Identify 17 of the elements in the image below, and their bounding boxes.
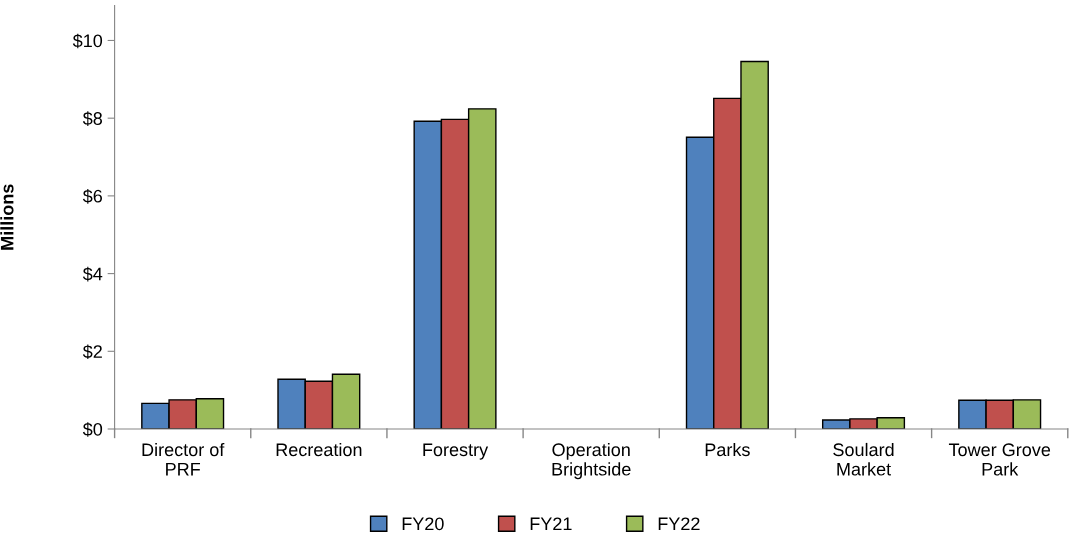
legend-label: FY21 <box>530 517 572 530</box>
x-tick-label: Soulard Market <box>833 442 894 476</box>
y-tick-label: $8 <box>82 111 103 126</box>
x-tick-label: Forestry <box>423 443 489 460</box>
x-tick-label: Tower Grove Park <box>948 443 1051 476</box>
x-tick-label: Recreation <box>276 442 362 457</box>
y-tick-label: $4 <box>82 266 103 282</box>
y-tick-label: $2 <box>82 344 102 360</box>
y-tick-label: $6 <box>82 189 102 204</box>
y-axis-title: Millions <box>0 184 14 250</box>
y-tick-label: $0 <box>82 422 103 437</box>
x-tick-label: Parks <box>705 442 750 457</box>
legend-label: FY22 <box>658 517 700 530</box>
x-tick-label: Operation Brightside <box>552 442 631 480</box>
y-tick-label: $10 <box>72 33 103 49</box>
legend-label: FY20 <box>402 517 444 531</box>
x-tick-label: Director of PRF <box>142 442 225 476</box>
